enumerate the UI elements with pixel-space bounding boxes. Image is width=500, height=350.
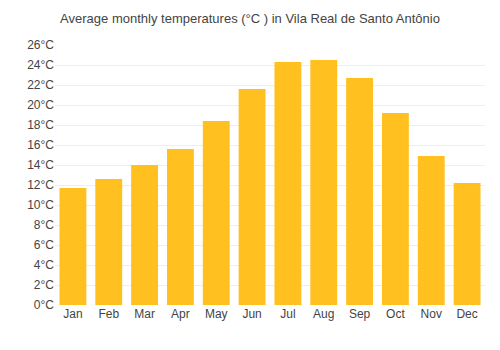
svg-text:Aug: Aug — [313, 307, 334, 321]
svg-text:Dec: Dec — [456, 307, 477, 321]
svg-text:Mar: Mar — [134, 307, 155, 321]
svg-text:Jun: Jun — [242, 307, 261, 321]
svg-text:Jul: Jul — [280, 307, 295, 321]
svg-text:May: May — [205, 307, 228, 321]
svg-text:Jan: Jan — [63, 307, 82, 321]
svg-text:Oct: Oct — [386, 307, 405, 321]
svg-text:14°C: 14°C — [27, 158, 54, 172]
svg-text:10°C: 10°C — [27, 198, 54, 212]
svg-text:12°C: 12°C — [27, 178, 54, 192]
svg-text:2°C: 2°C — [34, 278, 54, 292]
svg-text:Sep: Sep — [349, 307, 371, 321]
svg-text:Average monthly temperatures (: Average monthly temperatures (°C ) in Vi… — [60, 11, 440, 26]
svg-text:Nov: Nov — [421, 307, 442, 321]
svg-text:Apr: Apr — [171, 307, 190, 321]
svg-text:4°C: 4°C — [34, 258, 54, 272]
svg-text:24°C: 24°C — [27, 58, 54, 72]
svg-text:16°C: 16°C — [27, 138, 54, 152]
svg-text:Feb: Feb — [98, 307, 119, 321]
svg-text:0°C: 0°C — [34, 298, 54, 312]
svg-text:20°C: 20°C — [27, 98, 54, 112]
svg-text:6°C: 6°C — [34, 238, 54, 252]
svg-text:18°C: 18°C — [27, 118, 54, 132]
svg-text:22°C: 22°C — [27, 78, 54, 92]
svg-text:26°C: 26°C — [27, 38, 54, 52]
svg-text:8°C: 8°C — [34, 218, 54, 232]
